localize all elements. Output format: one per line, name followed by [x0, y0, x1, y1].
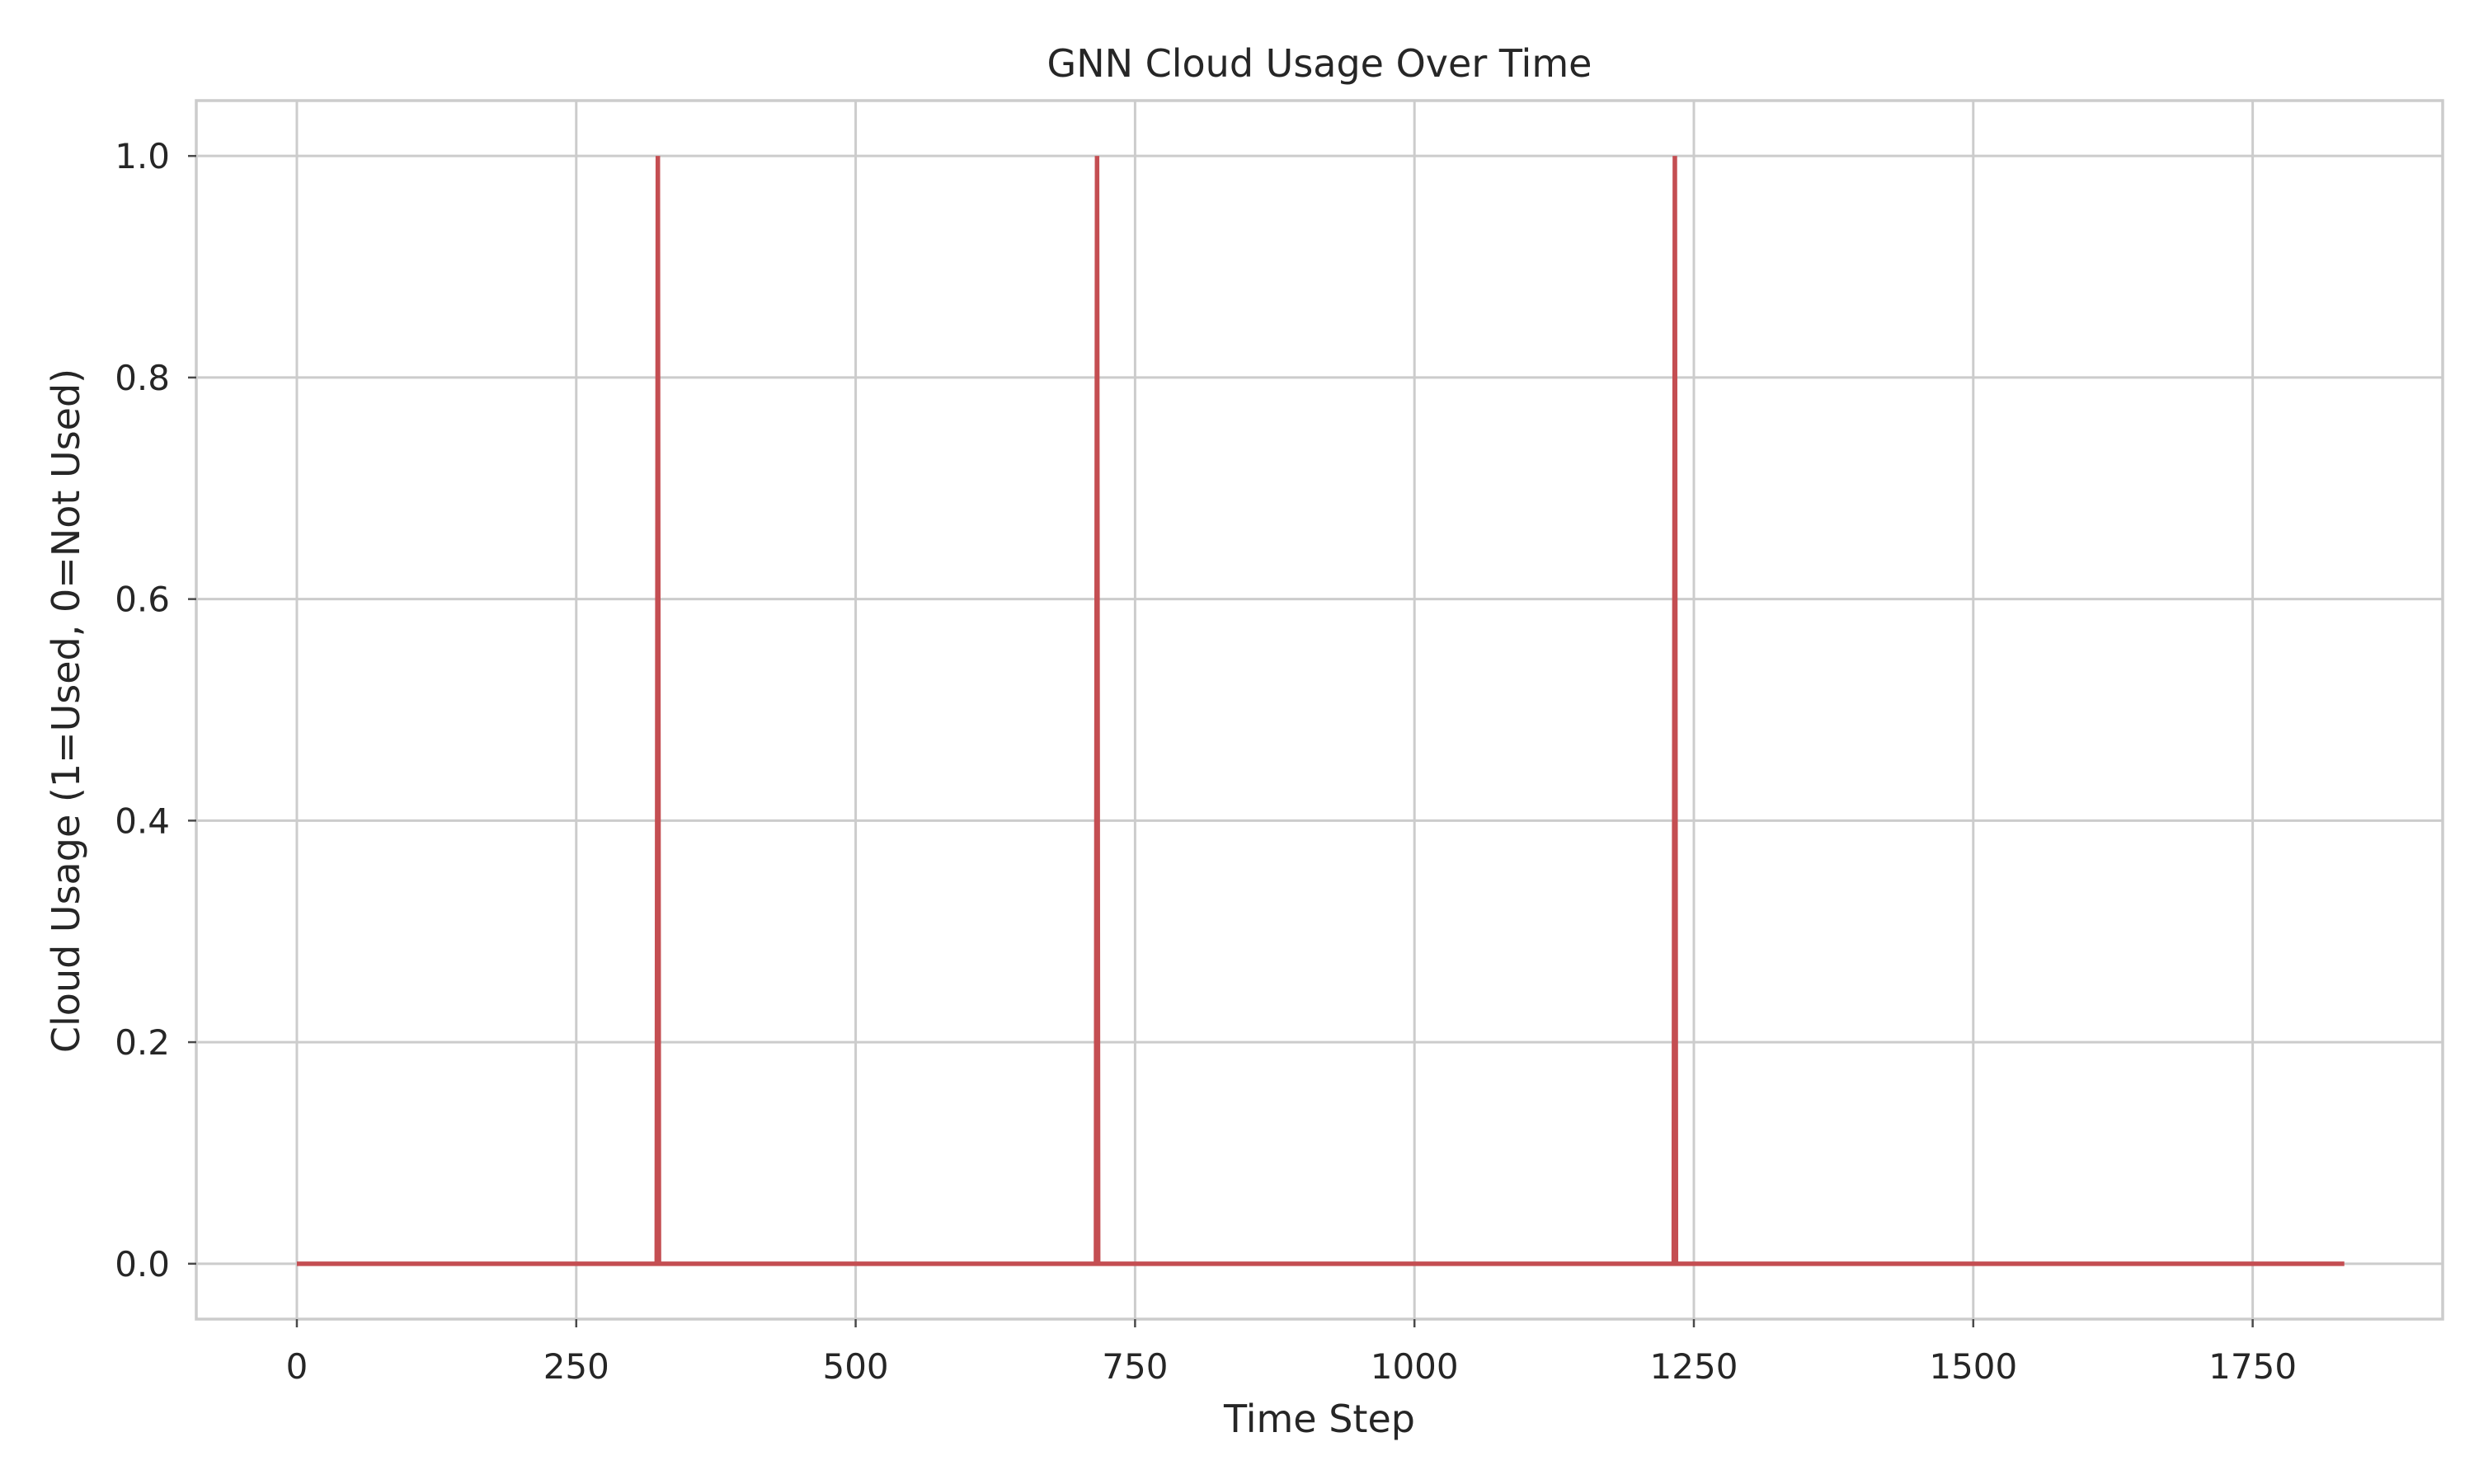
x-tick-label: 250 — [543, 1346, 609, 1387]
y-tick-label: 1.0 — [115, 136, 170, 176]
y-tick-label: 0.6 — [115, 580, 170, 620]
ticks: 0 250 500 750 1000 1250 1500 1750 0.0 0.2 0.4 0.6 0.… — [115, 136, 2297, 1387]
y-tick-label: 0.4 — [115, 801, 170, 841]
y-tick-label: 0.0 — [115, 1244, 170, 1284]
cloud-usage-line — [296, 156, 2345, 1266]
x-tick-label: 1750 — [2208, 1346, 2297, 1387]
plot-area-frame — [195, 99, 2444, 1321]
y-tick-label: 0.8 — [115, 358, 170, 398]
x-tick-label: 1250 — [1650, 1346, 1738, 1387]
x-axis-title: Time Step — [1223, 1397, 1415, 1441]
chart-title: GNN Cloud Usage Over Time — [1047, 41, 1592, 86]
grid — [196, 101, 2443, 1319]
x-tick-label: 500 — [822, 1346, 888, 1387]
x-tick-label: 0 — [286, 1346, 308, 1387]
x-tick-label: 750 — [1102, 1346, 1168, 1387]
x-tick-label: 1500 — [1929, 1346, 2017, 1387]
x-tick-label: 1000 — [1371, 1346, 1459, 1387]
y-axis-title: Cloud Usage (1=Used, 0=Not Used) — [44, 369, 88, 1053]
series — [296, 156, 2345, 1266]
y-tick-label: 0.2 — [115, 1022, 170, 1063]
